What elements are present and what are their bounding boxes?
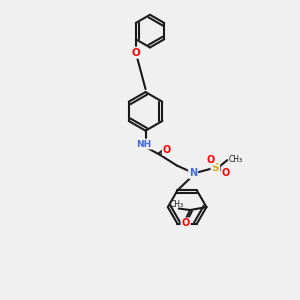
Text: CH₃: CH₃ bbox=[170, 200, 184, 208]
Text: O: O bbox=[182, 218, 190, 228]
Text: CH₃: CH₃ bbox=[229, 155, 243, 164]
Text: O: O bbox=[131, 48, 140, 58]
Text: O: O bbox=[207, 154, 215, 164]
Text: S: S bbox=[212, 163, 219, 172]
Text: O: O bbox=[222, 168, 230, 178]
Text: NH: NH bbox=[136, 140, 152, 148]
Text: N: N bbox=[189, 168, 197, 178]
Text: O: O bbox=[163, 145, 171, 155]
